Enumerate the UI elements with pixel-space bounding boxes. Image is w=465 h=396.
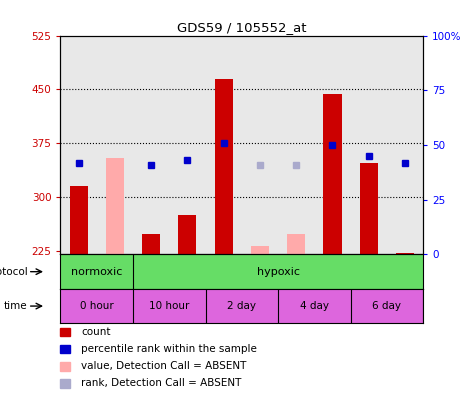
Text: 4 day: 4 day <box>300 301 329 311</box>
Text: normoxic: normoxic <box>71 267 122 277</box>
Bar <box>106 158 124 255</box>
Text: hypoxic: hypoxic <box>257 267 299 277</box>
Bar <box>60 327 70 336</box>
Text: rank, Detection Call = ABSENT: rank, Detection Call = ABSENT <box>81 379 242 388</box>
Bar <box>287 234 305 255</box>
Text: 6 day: 6 day <box>372 301 401 311</box>
Text: time: time <box>4 301 28 311</box>
Text: percentile rank within the sample: percentile rank within the sample <box>81 344 257 354</box>
Text: count: count <box>81 327 111 337</box>
Bar <box>60 255 423 289</box>
Bar <box>60 345 70 353</box>
Bar <box>60 289 423 323</box>
Bar <box>60 379 70 388</box>
Bar <box>60 362 70 371</box>
Text: 10 hour: 10 hour <box>149 301 189 311</box>
Bar <box>251 246 269 255</box>
Text: value, Detection Call = ABSENT: value, Detection Call = ABSENT <box>81 361 247 371</box>
Text: 0 hour: 0 hour <box>80 301 113 311</box>
Bar <box>360 163 378 255</box>
Bar <box>70 187 87 255</box>
Bar <box>142 234 160 255</box>
Bar <box>179 215 196 255</box>
Bar <box>324 95 341 255</box>
Title: GDS59 / 105552_at: GDS59 / 105552_at <box>177 21 306 34</box>
Text: 2 day: 2 day <box>227 301 256 311</box>
Text: protocol: protocol <box>0 267 28 277</box>
Bar <box>396 253 414 255</box>
Bar <box>215 79 233 255</box>
